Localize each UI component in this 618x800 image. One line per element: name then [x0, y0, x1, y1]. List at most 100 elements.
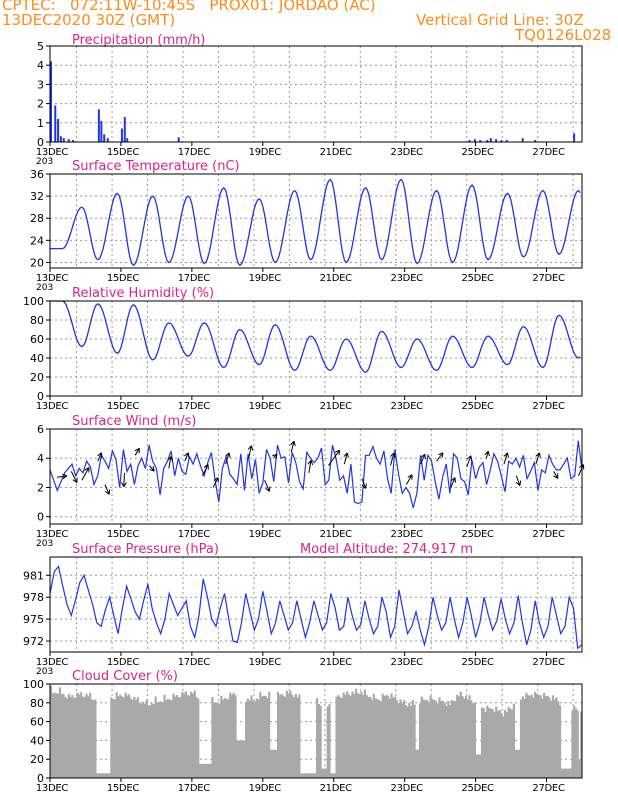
cloud-bar	[376, 699, 379, 778]
precip-bar	[521, 138, 524, 142]
cloud-bar	[316, 697, 319, 778]
x-tick-label: 21DEC	[320, 401, 353, 412]
cloud-bar	[480, 707, 484, 778]
y-tick-label: 1	[37, 117, 44, 130]
cloud-bar	[571, 710, 574, 778]
cloud-bar	[83, 696, 86, 778]
cloud-bar	[188, 695, 191, 778]
panel-title: Surface Pressure (hPa)	[72, 542, 219, 557]
cloud-bar	[126, 695, 129, 778]
cloud-bar	[161, 702, 164, 778]
cloud-bar	[576, 710, 579, 778]
cloud-bar	[317, 703, 320, 778]
x-tick-label: 13DEC	[36, 273, 69, 284]
wind-arrow-head	[535, 452, 540, 457]
y-tick-label: 0	[37, 511, 44, 524]
cloud-bar	[385, 695, 388, 778]
cloud-bar	[342, 692, 345, 778]
cloud-bar	[470, 700, 473, 778]
cloud-bar	[548, 697, 551, 778]
cloud-bar	[406, 706, 409, 778]
cloud-bar	[172, 693, 175, 778]
cloud-bar	[539, 695, 542, 778]
cloud-bar	[294, 694, 297, 778]
cloud-bar	[138, 703, 141, 778]
panel-border	[49, 428, 583, 525]
wind-arrow-head	[307, 459, 312, 465]
wind-arrow	[212, 477, 219, 488]
cloud-bar	[372, 693, 375, 778]
cloud-bar	[124, 692, 127, 778]
temperature-line	[50, 178, 581, 267]
cloud-bar	[472, 703, 475, 778]
cloud-bar	[147, 705, 150, 778]
cloud-bar	[57, 693, 60, 778]
wind-arrow-head	[338, 450, 341, 456]
cloud-bar	[464, 696, 468, 778]
cloud-bar	[268, 691, 271, 778]
wind-arrow-head	[334, 449, 340, 453]
cloud-bar	[156, 702, 159, 778]
wind-arrow	[81, 467, 90, 481]
wind-arrow-head	[538, 452, 541, 458]
cloud-bar	[509, 708, 512, 778]
cloud-bar	[262, 695, 265, 778]
cloud-bar	[80, 692, 83, 778]
y-tick-label: 20	[30, 256, 44, 269]
x-tick-label: 19DEC	[249, 529, 282, 540]
x-tick-label: 17DEC	[178, 401, 211, 412]
wind-arrow-shaft	[450, 477, 456, 488]
wind-arrow-shaft	[212, 477, 219, 488]
y-tick-label: 32	[30, 190, 44, 203]
wind-arrow-head	[134, 447, 140, 452]
x-tick-label: 21DEC	[320, 273, 353, 284]
cloud-bar	[129, 698, 132, 778]
cloud-bar	[496, 710, 500, 778]
precip-bar	[479, 140, 482, 142]
x-tick-label: 25DEC	[461, 273, 494, 284]
cloud-bar	[193, 690, 196, 778]
cloud-bar	[108, 773, 111, 778]
y-tick-label: 60	[30, 716, 44, 729]
cloud-bar	[569, 768, 572, 778]
wind-arrow-shaft	[97, 452, 102, 462]
x-tick-label: 23DEC	[391, 273, 424, 284]
cloud-bar	[489, 708, 492, 778]
precip-bar	[468, 140, 471, 142]
cloud-bar	[537, 695, 540, 778]
cloud-bar	[58, 687, 62, 778]
x-tick-label: 23DEC	[391, 401, 424, 412]
wind-arrow-shaft	[515, 475, 521, 486]
wind-arrow-head	[420, 453, 426, 458]
cloud-bar	[99, 773, 102, 778]
cloud-bar	[362, 694, 365, 778]
wind-arrow	[290, 440, 296, 453]
x-tick-label: 27DEC	[532, 529, 565, 540]
cloud-bar	[191, 693, 195, 778]
cloud-bar	[420, 696, 423, 778]
wind-arrow-shaft	[361, 478, 367, 489]
cloud-bar	[85, 693, 88, 778]
cloud-bar	[198, 763, 202, 778]
cloud-bar	[140, 703, 143, 778]
cloud-bar	[314, 773, 317, 778]
panel-border	[49, 45, 583, 143]
wind-arrow-head	[97, 452, 102, 457]
cloud-bar	[381, 693, 384, 778]
precip-bar	[62, 138, 65, 142]
wind-arrow	[247, 445, 254, 459]
wind-arrow	[121, 472, 127, 488]
wind-arrow-head	[450, 477, 456, 482]
cloud-bar	[234, 695, 237, 778]
cloud-bar	[425, 699, 429, 778]
cloud-bar	[271, 749, 274, 778]
cloud-bar	[404, 704, 407, 778]
wind-arrow	[167, 456, 173, 469]
y-tick-label: 28	[30, 212, 44, 225]
cloud-bar	[555, 697, 558, 778]
cloud-bar	[158, 701, 161, 778]
x-tick-label: 17DEC	[178, 147, 211, 158]
cloud-bar	[259, 691, 262, 778]
cloud-bar	[239, 740, 242, 778]
cloud-bar	[216, 702, 219, 778]
